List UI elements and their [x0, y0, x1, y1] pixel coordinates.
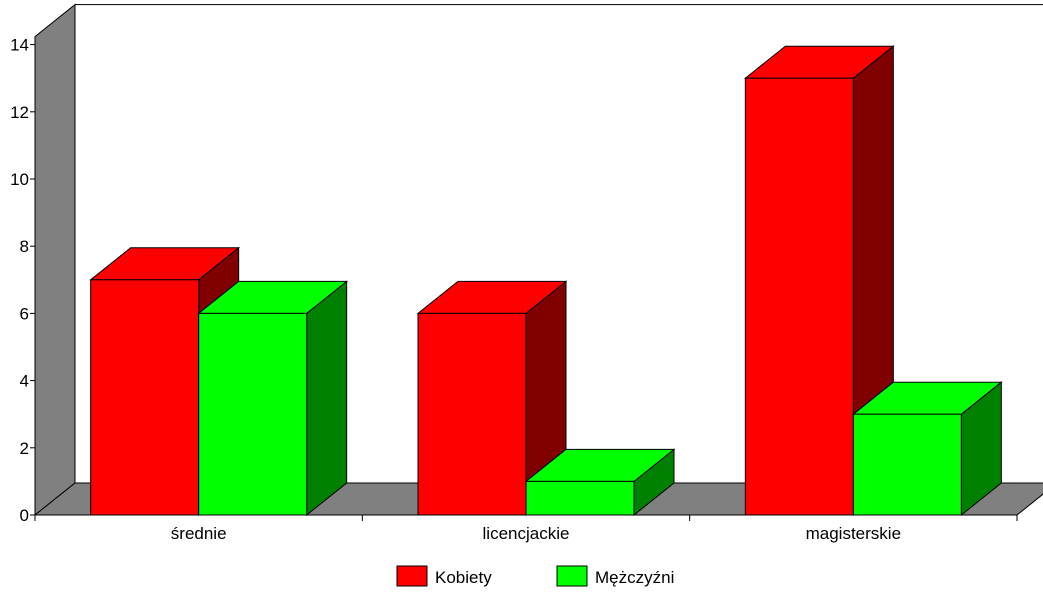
- bar: [416, 280, 568, 517]
- bar-front: [744, 77, 854, 516]
- bar-front: [198, 312, 308, 516]
- bar-front: [852, 413, 962, 516]
- bar-front: [417, 312, 527, 516]
- x-axis: średnie licencjackie magisterskie: [34, 514, 1018, 543]
- y-tick-label: 2: [20, 439, 29, 458]
- legend-label: Kobiety: [435, 568, 492, 587]
- y-tick-label: 0: [20, 506, 29, 525]
- y-tick-label: 4: [20, 372, 29, 391]
- y-tick-label: 12: [10, 103, 29, 122]
- x-tick-label: licencjackie: [483, 524, 570, 543]
- y-tick-label: 8: [20, 237, 29, 256]
- legend-swatch: [556, 565, 588, 587]
- legend: Kobiety Mężczyźni: [396, 565, 674, 587]
- legend-swatch: [396, 565, 428, 587]
- y-tick-label: 6: [20, 304, 29, 323]
- x-tick-label: średnie: [171, 524, 227, 543]
- y-tick-label: 14: [10, 36, 29, 55]
- bar: [851, 381, 1003, 517]
- bar-side: [306, 280, 348, 517]
- legend-item: Mężczyźni: [556, 565, 674, 587]
- y-axis: 0 2 4 6 8 10 12 14: [10, 36, 36, 525]
- bar: [197, 280, 349, 517]
- bars-layer: [89, 45, 1003, 517]
- x-tick-label: magisterskie: [806, 524, 901, 543]
- bar-front: [525, 480, 635, 516]
- y-tick-label: 10: [10, 170, 29, 189]
- bar-front: [90, 279, 200, 516]
- side-wall: [34, 3, 76, 517]
- bar: [524, 448, 676, 517]
- legend-item: Kobiety: [396, 565, 492, 587]
- legend-label: Mężczyźni: [595, 568, 674, 587]
